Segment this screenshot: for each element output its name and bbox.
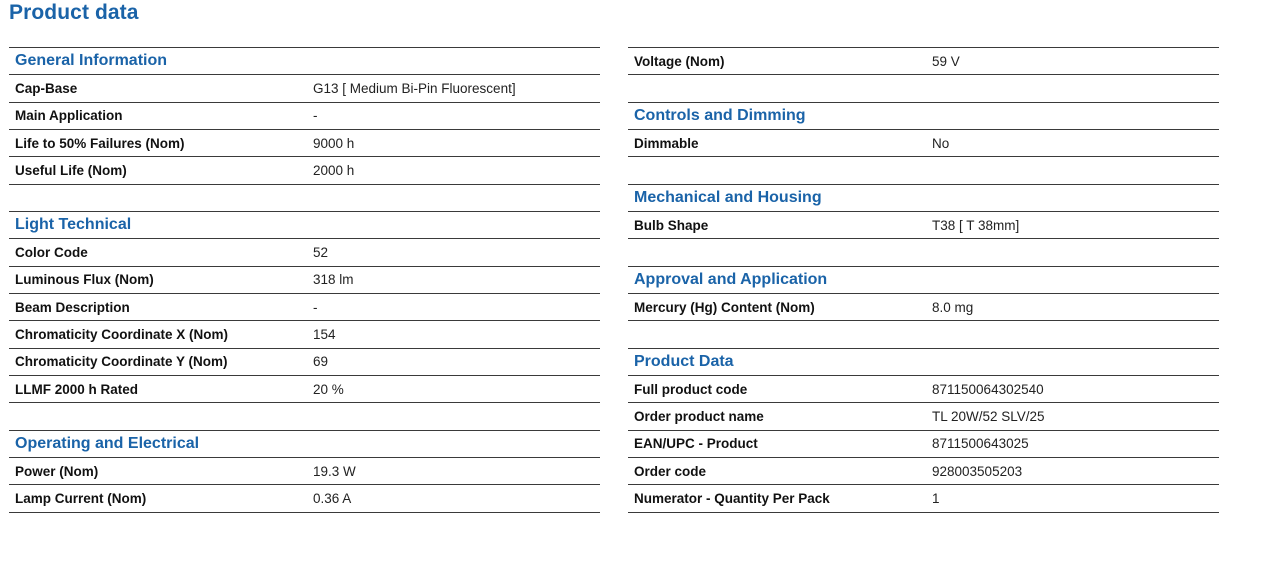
spec-value: 52 — [313, 244, 329, 260]
spec-row-full-product-code: Full product code 871150064302540 — [628, 376, 1219, 404]
section-heading-mechanical-housing: Mechanical and Housing — [628, 185, 1219, 212]
spec-row-color-code: Color Code 52 — [9, 239, 600, 267]
spec-label: Dimmable — [634, 135, 699, 151]
section-heading-operating-electrical: Operating and Electrical — [9, 431, 600, 458]
spec-value: 19.3 W — [313, 463, 356, 479]
spec-value: 928003505203 — [932, 463, 1023, 479]
spec-row-order-product-name: Order product name TL 20W/52 SLV/25 — [628, 403, 1219, 431]
spec-label: Beam Description — [15, 299, 130, 315]
spec-value: G13 [ Medium Bi-Pin Fluorescent] — [313, 80, 516, 96]
section-heading-product-data: Product Data — [628, 349, 1219, 376]
spacer-row — [628, 239, 1219, 267]
spec-row-ean-upc: EAN/UPC - Product 8711500643025 — [628, 431, 1219, 458]
right-spec-table: Voltage (Nom) 59 V Controls and Dimming … — [628, 47, 1219, 513]
spec-value: 59 V — [932, 53, 960, 69]
spec-row-beam-description: Beam Description - — [9, 294, 600, 322]
spec-row-bulb-shape: Bulb Shape T38 [ T 38mm] — [628, 212, 1219, 240]
spec-label: Chromaticity Coordinate Y (Nom) — [15, 354, 228, 370]
spec-label: Bulb Shape — [634, 217, 709, 233]
spec-row-mercury-content: Mercury (Hg) Content (Nom) 8.0 mg — [628, 294, 1219, 322]
section-heading-controls-dimming: Controls and Dimming — [628, 103, 1219, 130]
spec-label: Voltage (Nom) — [634, 53, 725, 69]
spec-value: T38 [ T 38mm] — [932, 217, 1020, 233]
spec-label: Order code — [634, 463, 707, 479]
spec-label: LLMF 2000 h Rated — [15, 381, 139, 397]
section-title: General Information — [15, 52, 168, 70]
section-title: Light Technical — [15, 216, 132, 234]
section-title: Approval and Application — [634, 270, 828, 288]
spacer-row — [9, 185, 600, 212]
spec-label: Luminous Flux (Nom) — [15, 272, 154, 288]
spacer-row — [628, 321, 1219, 349]
spec-value: 69 — [313, 354, 329, 370]
spec-value: 2000 h — [313, 162, 355, 178]
spec-row-main-application: Main Application - — [9, 103, 600, 130]
spec-value: No — [932, 135, 950, 151]
spec-value: - — [313, 108, 318, 124]
spec-label: EAN/UPC - Product — [634, 436, 758, 452]
spec-label: Main Application — [15, 108, 123, 124]
spacer-row — [628, 157, 1219, 185]
spec-value: 154 — [313, 326, 336, 342]
spec-label: Lamp Current (Nom) — [15, 490, 147, 506]
spec-row-chromaticity-x: Chromaticity Coordinate X (Nom) 154 — [9, 321, 600, 349]
spec-label: Life to 50% Failures (Nom) — [15, 135, 185, 151]
spec-row-useful-life: Useful Life (Nom) 2000 h — [9, 157, 600, 185]
spec-label: Full product code — [634, 381, 748, 397]
spacer-row — [9, 403, 600, 431]
spec-label: Color Code — [15, 244, 88, 260]
spec-row-dimmable: Dimmable No — [628, 130, 1219, 158]
section-heading-approval-application: Approval and Application — [628, 267, 1219, 294]
spec-row-cap-base: Cap-Base G13 [ Medium Bi-Pin Fluorescent… — [9, 75, 600, 103]
spec-row-chromaticity-y: Chromaticity Coordinate Y (Nom) 69 — [9, 349, 600, 376]
spec-value: - — [313, 299, 318, 315]
spacer-row — [628, 75, 1219, 103]
spec-row-llmf: LLMF 2000 h Rated 20 % — [9, 376, 600, 404]
page-title: Product data — [9, 1, 139, 24]
spec-row-order-code: Order code 928003505203 — [628, 458, 1219, 486]
section-heading-general-information: General Information — [9, 48, 600, 76]
section-title: Mechanical and Housing — [634, 188, 822, 206]
spec-value: 871150064302540 — [932, 381, 1044, 397]
spec-value: 318 lm — [313, 272, 354, 288]
spec-row-numerator-quantity: Numerator - Quantity Per Pack 1 — [628, 485, 1219, 513]
spec-label: Useful Life (Nom) — [15, 162, 127, 178]
spec-value: 1 — [932, 490, 940, 506]
spec-value: 20 % — [313, 381, 344, 397]
section-title: Operating and Electrical — [15, 434, 200, 452]
spec-value: TL 20W/52 SLV/25 — [932, 408, 1045, 424]
spec-row-luminous-flux: Luminous Flux (Nom) 318 lm — [9, 267, 600, 294]
spec-row-power: Power (Nom) 19.3 W — [9, 458, 600, 486]
spec-label: Chromaticity Coordinate X (Nom) — [15, 326, 229, 342]
section-title: Controls and Dimming — [634, 106, 806, 124]
left-spec-table: General Information Cap-Base G13 [ Mediu… — [9, 47, 600, 513]
section-title: Product Data — [634, 352, 734, 370]
spec-label: Power (Nom) — [15, 463, 99, 479]
spec-value: 8711500643025 — [932, 436, 1029, 452]
section-heading-light-technical: Light Technical — [9, 212, 600, 240]
spec-value: 8.0 mg — [932, 299, 974, 315]
spec-label: Numerator - Quantity Per Pack — [634, 490, 830, 506]
spec-label: Cap-Base — [15, 80, 78, 96]
spec-row-lamp-current: Lamp Current (Nom) 0.36 A — [9, 485, 600, 513]
spec-label: Order product name — [634, 408, 764, 424]
spec-value: 9000 h — [313, 135, 355, 151]
spec-row-voltage: Voltage (Nom) 59 V — [628, 48, 1219, 76]
spec-label: Mercury (Hg) Content (Nom) — [634, 299, 815, 315]
spec-row-life-50-failures: Life to 50% Failures (Nom) 9000 h — [9, 130, 600, 158]
spec-value: 0.36 A — [313, 490, 352, 506]
